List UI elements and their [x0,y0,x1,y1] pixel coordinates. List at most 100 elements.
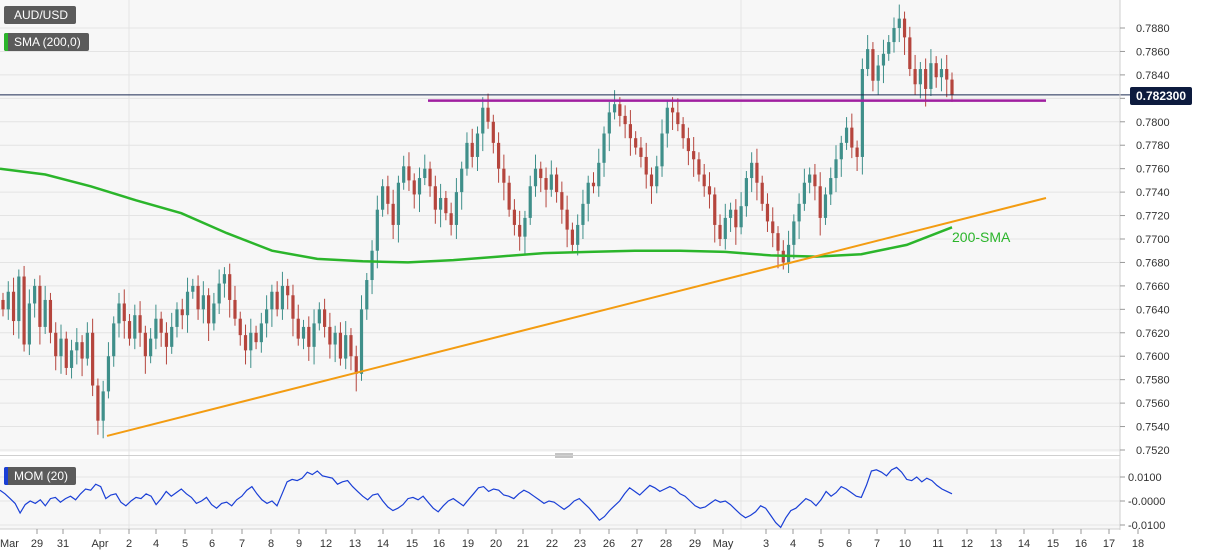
candle [518,210,522,251]
price-tick-label: 0.7680 [1136,257,1170,269]
sma-legend-badge[interactable]: SMA (200,0) [4,33,89,51]
candle [333,325,337,363]
time-tick-label: 7 [239,538,245,550]
price-tick-label: 0.7860 [1136,46,1170,58]
candle [539,161,543,193]
candle [823,187,828,225]
candle [655,155,659,194]
time-tick-label: 29 [31,538,43,550]
candle [344,321,348,370]
price-tick-label: 0.7620 [1136,328,1170,340]
candle [359,295,364,381]
candle [69,339,74,379]
candle [665,100,669,148]
candle [270,284,274,327]
candlestick-series [1,4,954,439]
candle [771,207,775,248]
momentum-legend-swatch [4,467,8,485]
candle [449,202,453,236]
candle [892,17,896,53]
candle [607,101,611,152]
momentum-axis[interactable]: 0.0100 -0.0000 -0.0100 [1120,472,1165,532]
price-tick-label: 0.7700 [1136,234,1170,246]
symbol-badge[interactable]: AUD/USD [4,6,77,24]
candle [881,39,886,84]
time-tick-label: 7 [874,538,880,550]
candle [301,319,306,350]
candle [423,154,427,186]
candle [507,175,511,217]
time-tick-label: 13 [349,538,361,550]
candle [834,145,838,193]
symbol-label: AUD/USD [14,8,69,22]
time-tick-label: 10 [899,538,911,550]
candle [6,281,10,320]
candle [702,163,706,197]
candle [465,132,469,176]
candle [591,172,596,194]
candle [1,292,5,317]
price-tick-label: 0.7640 [1136,304,1170,316]
candle [185,277,190,333]
candle [454,178,459,239]
candle [728,202,733,232]
candle [802,168,806,211]
time-axis[interactable]: Mar 29 31 Apr 2 4 5 6 7 8 9 12 13 14 15 16 19 20 21 22 23 26 2… [0,529,1144,550]
candle [265,295,269,338]
time-tick-label: Mar [0,538,19,550]
candle [91,318,95,397]
candle [417,167,422,213]
time-tick-label: 2 [126,538,132,550]
time-tick-label: 4 [153,538,159,550]
price-axis[interactable]: 0.7520 0.7540 0.7560 0.7580 0.7600 0.7620 0.76… [1120,23,1170,457]
candle [402,155,406,190]
pane-resize-handle[interactable] [555,453,573,458]
candle [217,269,221,315]
candle [581,189,585,239]
candle [913,54,917,95]
candle [312,309,316,365]
candle [939,58,944,92]
candle [723,203,727,250]
candle [602,126,606,177]
time-tick-label: 31 [57,538,69,550]
candle [750,152,754,193]
candle [565,195,569,248]
candle [681,117,685,149]
candle [11,277,16,336]
candle [27,289,31,356]
time-tick-label: 11 [932,538,943,550]
candle [291,284,295,337]
candle [154,304,158,350]
candle [623,105,627,139]
price-tick-label: 0.7720 [1136,211,1170,223]
candle [644,142,648,189]
candle [381,179,385,217]
candle [117,292,121,338]
time-tick-label: 19 [462,538,474,550]
candle [470,128,474,168]
price-tick-label: 0.7520 [1136,445,1170,457]
candle [660,119,664,177]
candle [112,316,116,367]
candle [17,269,21,339]
time-tick-label: 16 [433,538,445,550]
candle [207,288,211,341]
momentum-legend-label: MOM (20) [14,469,68,483]
time-tick-label: 15 [406,538,418,550]
time-tick-label: 14 [1018,538,1030,550]
time-tick-label: 6 [846,538,852,550]
candle [839,135,843,177]
candle [143,325,147,374]
momentum-legend-badge[interactable]: MOM (20) [4,467,76,485]
momentum-tick-label: -0.0100 [1128,520,1165,532]
price-tick-label: 0.7740 [1136,187,1170,199]
sma-legend-label: SMA (200,0) [14,35,81,49]
candle [433,175,437,224]
candle [866,35,870,77]
candle [33,278,37,318]
candle [496,132,501,183]
candle [491,114,495,154]
price-tick-label: 0.7760 [1136,164,1170,176]
